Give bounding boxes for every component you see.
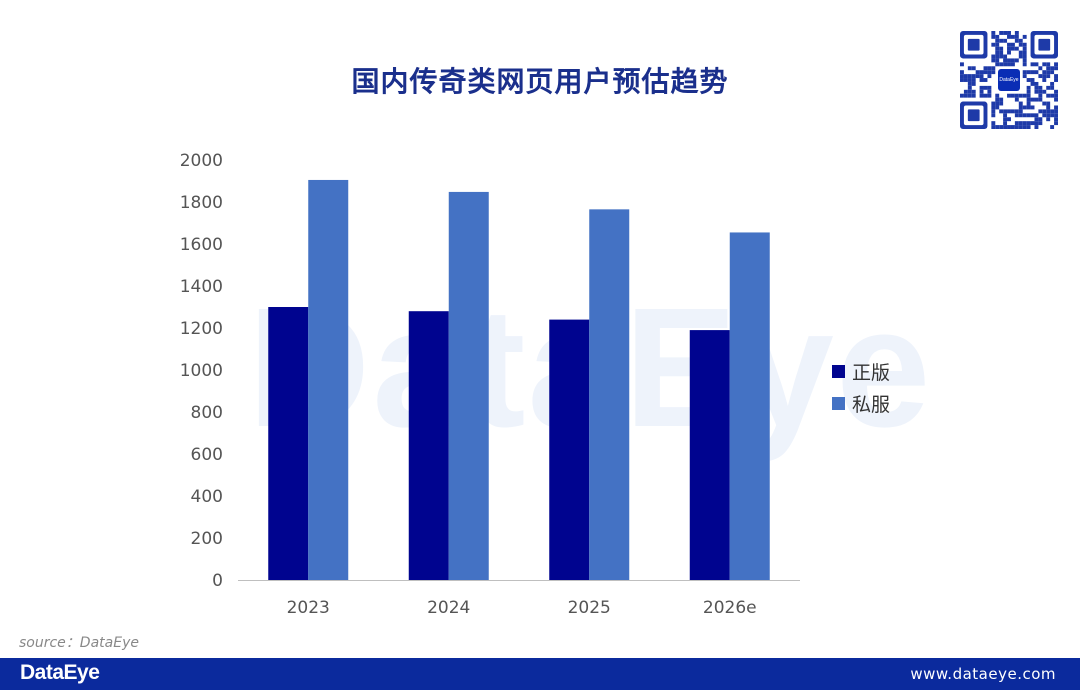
chart-title: 国内传奇类网页用户预估趋势 [351,65,729,98]
x-tick-label: 2024 [427,598,470,618]
y-tick-label: 1000 [180,361,223,381]
y-tick-label: 1600 [180,235,223,255]
source-note: source：DataEye [19,635,139,651]
x-tick-label: 2025 [568,598,611,618]
y-tick-label: 1800 [180,193,223,213]
legend-label-zhengban: 正版 [852,362,891,384]
bar-sifu-2024 [448,191,489,581]
bar-sifu-2025 [589,209,630,580]
legend-item-sifu: 私服 [832,390,890,417]
y-tick-label: 600 [191,445,223,465]
legend-label-sifu: 私服 [852,394,891,416]
bar-zhengban-2025 [549,319,590,580]
bar-zhengban-2023 [268,307,309,580]
y-tick-label: 0 [212,571,223,591]
legend-swatch-sifu [832,397,845,410]
qr-badge: DataEye [998,69,1020,91]
x-tick-label: 2026e [703,598,757,618]
qr-code-icon [960,31,1058,129]
bar-zhengban-2024 [408,311,449,580]
y-tick-label: 800 [191,403,223,423]
y-tick-label: 1200 [180,319,223,339]
y-tick-label: 200 [191,529,223,549]
footer-logo: DataEye [20,661,100,684]
y-tick-label: 2000 [180,151,223,171]
x-tick-label: 2023 [287,598,330,618]
footer-url[interactable]: www.dataeye.com [910,665,1056,683]
bar-sifu-2023 [308,179,349,580]
y-tick-label: 1400 [180,277,223,297]
y-tick-label: 400 [191,487,223,507]
legend-item-zhengban: 正版 [832,358,890,385]
footer-bar: DataEye www.dataeye.com [0,658,1080,690]
bar-zhengban-2026e [689,330,730,580]
legend-swatch-zhengban [832,365,845,378]
bar-sifu-2026e [729,232,770,580]
